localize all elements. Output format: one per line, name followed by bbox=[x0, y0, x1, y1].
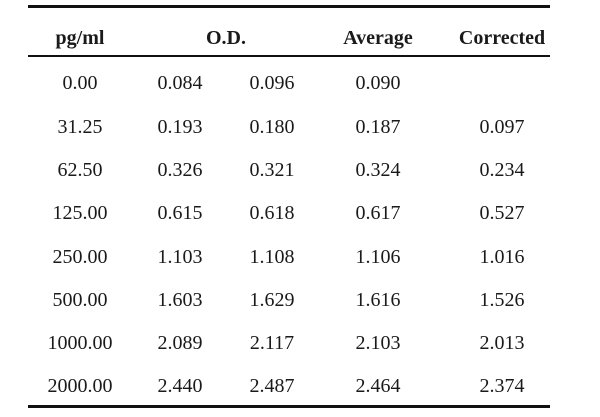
cell-od-1: 2.089 bbox=[157, 332, 203, 354]
cell-od-1: 1.603 bbox=[157, 289, 203, 311]
cell-od-2: 1.629 bbox=[249, 289, 295, 311]
cell-average: 0.617 bbox=[355, 202, 401, 224]
cell-corrected: 0.527 bbox=[479, 202, 525, 224]
header-concentration: pg/ml bbox=[55, 27, 105, 49]
cell-average: 2.103 bbox=[355, 332, 401, 354]
cell-corrected: 0.097 bbox=[479, 116, 525, 138]
cell-od-2: 0.618 bbox=[249, 202, 295, 224]
cell-od-1: 2.440 bbox=[157, 375, 203, 397]
cell-average: 0.090 bbox=[355, 72, 401, 94]
cell-concentration: 500.00 bbox=[52, 289, 108, 311]
cell-corrected: 0.234 bbox=[479, 159, 525, 181]
cell-corrected: 2.013 bbox=[479, 332, 525, 354]
cell-concentration: 1000.00 bbox=[47, 332, 113, 354]
cell-od-1: 0.615 bbox=[157, 202, 203, 224]
cell-corrected: 1.526 bbox=[479, 289, 525, 311]
cell-od-2: 1.108 bbox=[249, 246, 295, 268]
cell-concentration: 0.00 bbox=[62, 72, 98, 94]
cell-concentration: 250.00 bbox=[52, 246, 108, 268]
cell-od-2: 2.487 bbox=[249, 375, 295, 397]
cell-concentration: 62.50 bbox=[57, 159, 103, 181]
cell-average: 1.616 bbox=[355, 289, 401, 311]
cell-od-1: 0.084 bbox=[157, 72, 203, 94]
cell-od-1: 1.103 bbox=[157, 246, 203, 268]
header-od: O.D. bbox=[206, 27, 246, 49]
cell-od-2: 0.096 bbox=[249, 72, 295, 94]
cell-average: 2.464 bbox=[355, 375, 401, 397]
cell-average: 1.106 bbox=[355, 246, 401, 268]
cell-od-1: 0.193 bbox=[157, 116, 203, 138]
cell-concentration: 31.25 bbox=[57, 116, 103, 138]
cell-od-1: 0.326 bbox=[157, 159, 203, 181]
table-bottom-rule bbox=[28, 405, 550, 408]
cell-concentration: 125.00 bbox=[52, 202, 108, 224]
cell-od-2: 0.321 bbox=[249, 159, 295, 181]
cell-concentration: 2000.00 bbox=[47, 375, 113, 397]
cell-od-2: 2.117 bbox=[249, 332, 295, 354]
header-corrected: Corrected bbox=[458, 27, 546, 49]
cell-corrected: 1.016 bbox=[479, 246, 525, 268]
cell-average: 0.187 bbox=[355, 116, 401, 138]
header-average: Average bbox=[343, 27, 413, 49]
cell-corrected bbox=[450, 71, 554, 95]
table-top-rule bbox=[28, 5, 550, 8]
cell-od-2: 0.180 bbox=[249, 116, 295, 138]
cell-average: 0.324 bbox=[355, 159, 401, 181]
cell-corrected: 2.374 bbox=[479, 375, 525, 397]
table-header-rule bbox=[28, 55, 550, 57]
